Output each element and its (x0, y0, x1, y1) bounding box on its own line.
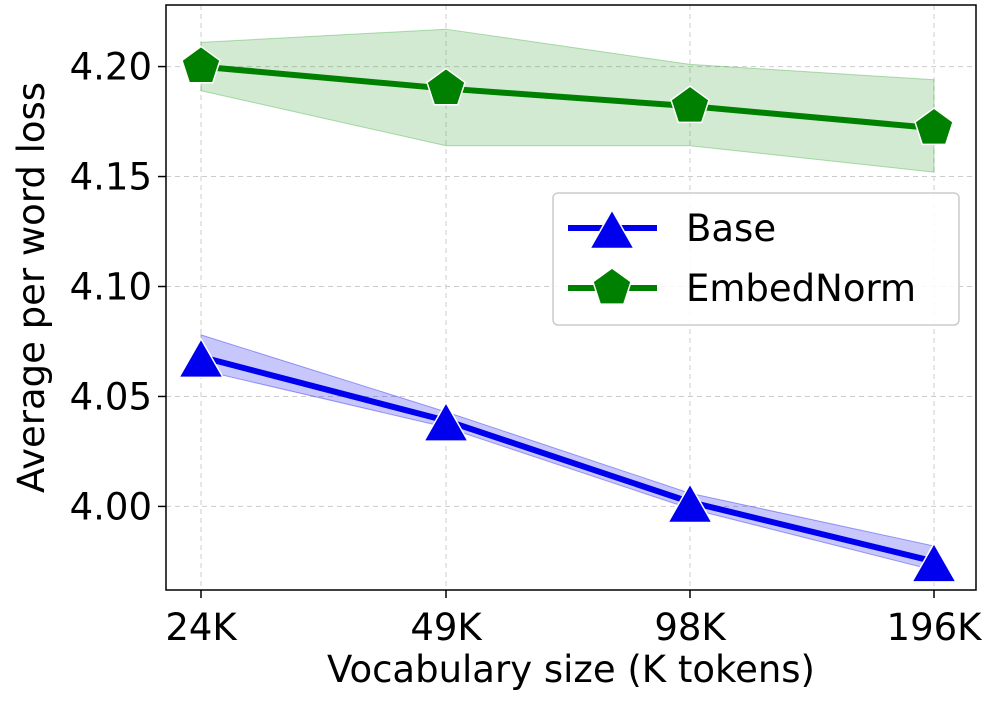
legend-base-label: Base (686, 207, 776, 250)
embednorm-series-line (200, 63, 935, 132)
x-tick-label: 49K (410, 606, 483, 649)
embednorm-data-point (181, 45, 221, 84)
y-tick-label: 4.10 (70, 266, 152, 309)
base-data-point (422, 401, 470, 442)
base-data-point (910, 541, 958, 583)
series-lines (200, 63, 935, 565)
base-data-point (666, 482, 714, 524)
plot-frame (165, 4, 977, 591)
base-series-line (200, 353, 935, 565)
x-tick-label: 98K (654, 606, 727, 649)
embednorm-confidence-band (200, 28, 935, 173)
confidence-bands (200, 28, 935, 571)
embednorm-data-point (426, 67, 466, 106)
y-tick-label: 4.20 (70, 46, 152, 89)
legend-base-marker (588, 208, 636, 250)
y-tick-label: 4.00 (70, 485, 152, 528)
x-tick-label: 196K (887, 606, 984, 649)
legend-embednorm-label: EmbedNorm (686, 267, 916, 310)
axes: 4.00 4.05 4.10 4.15 4.20 24K 49K 98K 196K (70, 46, 984, 649)
embednorm-data-point (670, 85, 710, 124)
legend-embednorm-marker (592, 267, 632, 305)
embednorm-data-point (914, 107, 954, 146)
y-axis-label: Average per word loss (10, 82, 53, 493)
base-data-point (177, 337, 225, 379)
x-axis-label: Vocabulary size (K tokens) (327, 648, 815, 691)
series-markers (177, 45, 958, 583)
legend: Base EmbedNorm (552, 192, 960, 326)
y-tick-label: 4.15 (70, 156, 152, 199)
x-tick-label: 24K (165, 606, 238, 649)
y-tick-label: 4.05 (70, 375, 152, 418)
